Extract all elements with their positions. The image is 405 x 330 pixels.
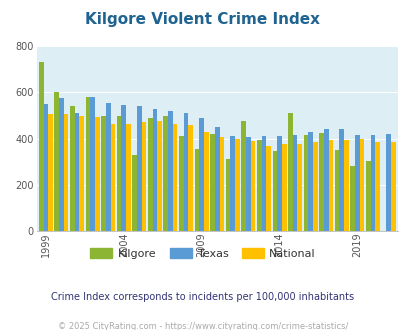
Bar <box>48 115 53 231</box>
Bar <box>70 106 75 231</box>
Bar <box>106 103 110 231</box>
Bar <box>281 145 286 231</box>
Bar <box>288 113 292 231</box>
Bar <box>339 129 343 231</box>
Bar <box>39 62 43 231</box>
Bar <box>75 113 79 231</box>
Bar <box>173 123 177 231</box>
Bar <box>303 135 307 231</box>
Bar <box>95 117 99 231</box>
Bar <box>101 115 106 231</box>
Bar <box>245 137 250 231</box>
Bar <box>297 145 301 231</box>
Bar <box>64 115 68 231</box>
Bar <box>343 140 348 231</box>
Bar <box>241 121 245 231</box>
Bar <box>79 115 84 231</box>
Bar <box>179 136 183 231</box>
Bar <box>54 92 59 231</box>
Bar <box>385 134 390 231</box>
Bar <box>90 97 95 231</box>
Bar <box>85 97 90 231</box>
Bar <box>210 134 214 231</box>
Bar <box>141 122 146 231</box>
Bar <box>136 106 141 231</box>
Bar <box>168 111 173 231</box>
Bar <box>199 118 203 231</box>
Bar <box>318 133 323 231</box>
Bar <box>390 142 394 231</box>
Bar <box>256 140 261 231</box>
Bar <box>110 123 115 231</box>
Bar <box>157 121 162 231</box>
Bar <box>323 129 328 231</box>
Bar <box>117 115 121 231</box>
Bar <box>188 125 193 231</box>
Bar <box>126 123 130 231</box>
Bar <box>230 136 234 231</box>
Bar <box>292 135 297 231</box>
Bar <box>261 136 266 231</box>
Bar <box>312 142 317 231</box>
Bar <box>219 137 224 231</box>
Bar <box>225 159 230 231</box>
Bar <box>203 132 208 231</box>
Bar <box>307 132 312 231</box>
Bar <box>334 150 339 231</box>
Bar <box>194 149 199 231</box>
Bar <box>365 161 370 231</box>
Bar <box>163 115 168 231</box>
Bar <box>359 139 364 231</box>
Bar <box>147 118 152 231</box>
Bar <box>272 151 277 231</box>
Bar <box>121 105 126 231</box>
Bar <box>370 135 374 231</box>
Legend: Kilgore, Texas, National: Kilgore, Texas, National <box>85 244 320 263</box>
Bar <box>152 109 157 231</box>
Bar <box>328 140 333 231</box>
Bar <box>374 142 379 231</box>
Bar <box>234 139 239 231</box>
Bar <box>350 166 354 231</box>
Text: Kilgore Violent Crime Index: Kilgore Violent Crime Index <box>85 12 320 26</box>
Bar <box>354 135 359 231</box>
Bar <box>132 155 136 231</box>
Bar <box>266 146 270 231</box>
Text: © 2025 CityRating.com - https://www.cityrating.com/crime-statistics/: © 2025 CityRating.com - https://www.city… <box>58 322 347 330</box>
Bar <box>59 98 64 231</box>
Text: Crime Index corresponds to incidents per 100,000 inhabitants: Crime Index corresponds to incidents per… <box>51 292 354 302</box>
Bar <box>277 136 281 231</box>
Bar <box>43 104 48 231</box>
Bar <box>183 113 188 231</box>
Bar <box>250 141 255 231</box>
Bar <box>214 127 219 231</box>
